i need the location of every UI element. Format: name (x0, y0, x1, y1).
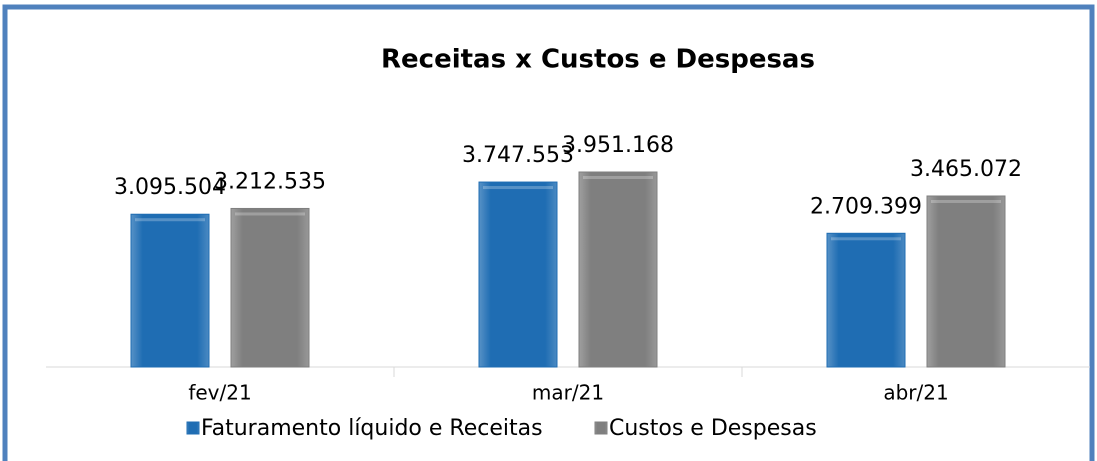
bar-bevel (483, 186, 553, 190)
bar-bevel (135, 218, 205, 222)
x-tick-label: fev/21 (188, 381, 251, 405)
x-tick-label: abr/21 (883, 381, 948, 405)
value-label: 3.951.168 (562, 133, 674, 158)
bar (130, 213, 210, 368)
value-label: 3.465.072 (910, 157, 1022, 182)
bar-bevel (235, 212, 305, 216)
legend-swatch (186, 421, 200, 435)
bar (826, 232, 906, 368)
value-label: 3.212.535 (214, 169, 326, 194)
bar-bevel (931, 199, 1001, 203)
bar (578, 171, 658, 368)
bar-bevel (583, 176, 653, 179)
value-label: 3.095.504 (114, 175, 226, 200)
x-tick-label: mar/21 (532, 381, 604, 405)
bar (478, 181, 558, 368)
bar (926, 195, 1006, 368)
value-label: 3.747.553 (462, 143, 574, 168)
bar (230, 207, 310, 368)
chart-title: Receitas x Custos e Despesas (381, 45, 815, 75)
value-label: 2.709.399 (810, 194, 922, 219)
bar-bevel (831, 237, 901, 241)
legend-swatch (594, 421, 608, 435)
legend-label: Faturamento líquido e Receitas (201, 416, 543, 441)
legend-label: Custos e Despesas (609, 416, 817, 441)
